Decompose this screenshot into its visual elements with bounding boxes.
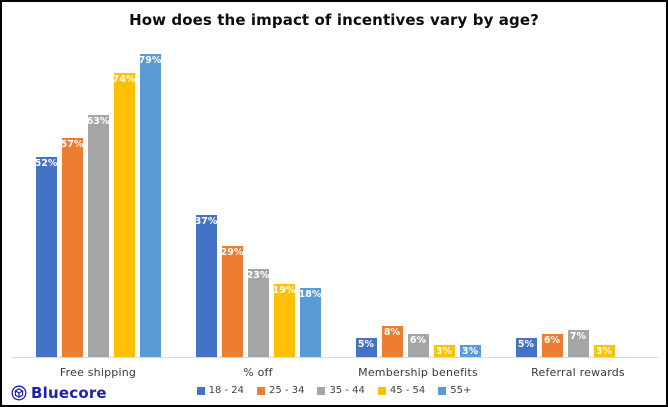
- bar-45-54-free-shipping: 74%: [112, 72, 136, 357]
- category-axis: Free shipping % off Membership benefits Ref…: [18, 366, 658, 379]
- legend-item-35-44: 35 - 44: [317, 385, 365, 396]
- bar-25-34-membership-benefits: 8%: [381, 326, 403, 357]
- legend-swatch-icon: [257, 386, 266, 395]
- bar-group-referral-rewards: 5% 6% 7% 3%: [498, 44, 658, 357]
- bar-35-44-off: 23%: [246, 268, 270, 357]
- bar-value-label: 74%: [112, 73, 136, 85]
- x-axis-line: [12, 357, 658, 358]
- bar-55-free-shipping: 79%: [138, 53, 162, 357]
- bar-value-label: 63%: [86, 116, 110, 128]
- bar-value-label: 5%: [357, 338, 375, 350]
- legend-item-55: 55+: [438, 385, 471, 396]
- legend-item-25-34: 25 - 34: [257, 385, 304, 396]
- bar-35-44-free-shipping: 63%: [86, 115, 110, 357]
- bar-value-label: 8%: [383, 327, 401, 339]
- category-label-referral-rewards: Referral rewards: [531, 366, 625, 379]
- bar-value-label: 3%: [595, 346, 613, 358]
- bar-18-24-free-shipping: 52%: [34, 157, 58, 357]
- plot-area: 52% 57% 63% 74% 79% 37% 29% 23% 19% 18% 5% 8% 6% 3% 3%…: [18, 44, 658, 357]
- category-label-membership-benefits: Membership benefits: [358, 366, 478, 379]
- legend-item-18-24: 18 - 24: [196, 385, 245, 396]
- brand-logo: Bluecore: [11, 384, 107, 402]
- bar-value-label: 7%: [569, 331, 587, 343]
- bluecore-logo-icon: [11, 385, 27, 401]
- legend-label: 18 - 24: [208, 385, 245, 396]
- bar-value-label: 52%: [34, 158, 58, 170]
- category-label-free-shipping: Free shipping: [59, 366, 137, 379]
- category-label-off: % off: [243, 366, 273, 379]
- bar-18-24-membership-benefits: 5%: [355, 337, 377, 357]
- bar-value-label: 18%: [298, 288, 322, 300]
- bar-group-off: 37% 29% 23% 19% 18%: [178, 44, 338, 357]
- bar-value-label: 6%: [409, 334, 427, 346]
- legend-label: 25 - 34: [269, 385, 305, 396]
- legend-label: 45 - 54: [389, 385, 426, 396]
- legend-item-45-54: 45 - 54: [377, 385, 426, 396]
- bar-value-label: 23%: [246, 269, 270, 281]
- bar-group-membership-benefits: 5% 8% 6% 3% 3%: [338, 44, 498, 357]
- legend-swatch-icon: [438, 386, 447, 395]
- legend-swatch-icon: [377, 386, 386, 395]
- bar-45-54-referral-rewards: 3%: [593, 345, 615, 358]
- bar-25-34-free-shipping: 57%: [60, 138, 84, 357]
- bar-value-label: 29%: [220, 246, 244, 258]
- bar-35-44-membership-benefits: 6%: [407, 333, 429, 357]
- bar-18-24-referral-rewards: 5%: [515, 337, 537, 357]
- bar-value-label: 19%: [272, 285, 296, 297]
- bar-value-label: 37%: [194, 215, 218, 227]
- legend-label: 35 - 44: [329, 385, 365, 396]
- bar-18-24-off: 37%: [194, 214, 218, 357]
- legend: 18 - 24 25 - 34 35 - 44 45 - 54 55+: [2, 385, 666, 396]
- bar-value-label: 6%: [543, 334, 561, 346]
- bar-group-free-shipping: 52% 57% 63% 74% 79%: [18, 44, 178, 357]
- bar-45-54-membership-benefits: 3%: [433, 345, 455, 358]
- bar-35-44-referral-rewards: 7%: [567, 330, 589, 357]
- bar-45-54-off: 19%: [272, 284, 296, 357]
- bar-value-label: 5%: [517, 338, 535, 350]
- bar-55-membership-benefits: 3%: [459, 345, 481, 358]
- chart-title: How does the impact of incentives vary b…: [129, 11, 539, 29]
- legend-swatch-icon: [196, 386, 205, 395]
- bar-55-off: 18%: [298, 287, 322, 357]
- bar-value-label: 57%: [60, 139, 84, 151]
- legend-label: 55+: [450, 385, 472, 396]
- bluecore-wordmark: Bluecore: [31, 384, 107, 402]
- bar-value-label: 3%: [461, 346, 479, 358]
- bar-25-34-off: 29%: [220, 245, 244, 357]
- bar-value-label: 3%: [435, 346, 453, 358]
- bar-value-label: 79%: [138, 54, 162, 66]
- legend-swatch-icon: [317, 386, 326, 395]
- bar-25-34-referral-rewards: 6%: [541, 333, 563, 357]
